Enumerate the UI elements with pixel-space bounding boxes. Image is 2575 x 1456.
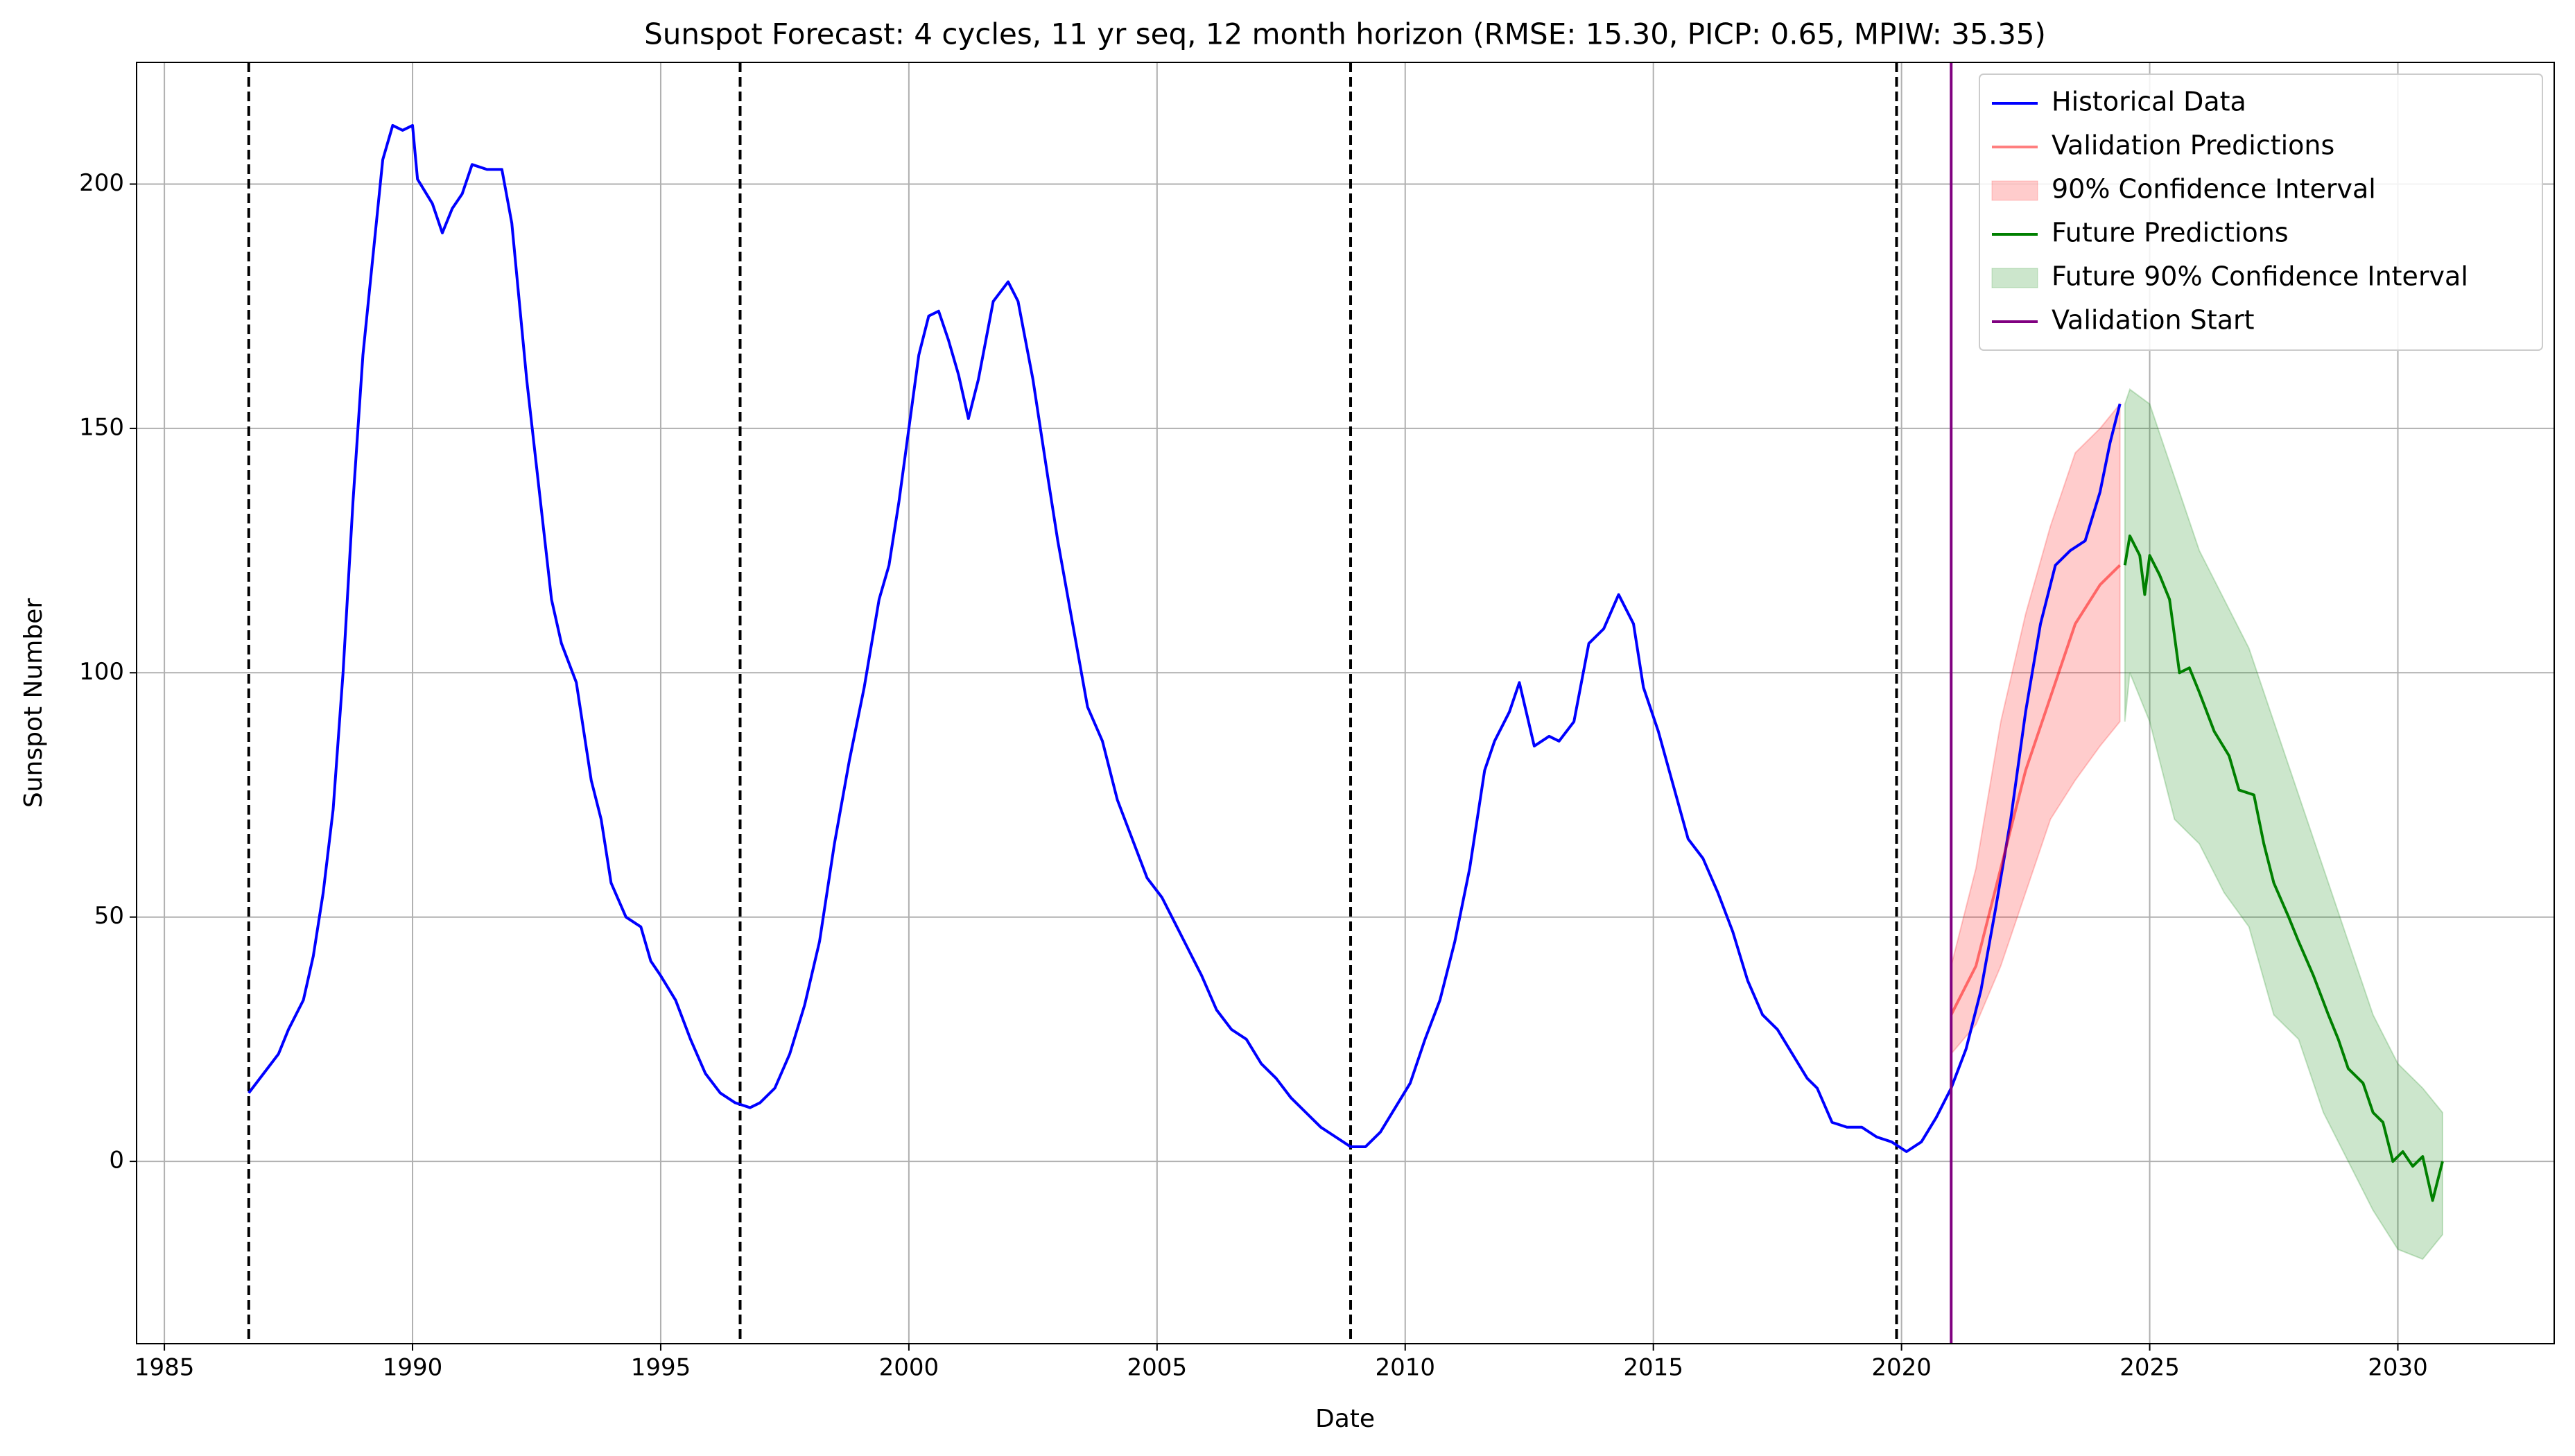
legend: Historical Data Validation Predictions 90%… <box>1979 73 2543 351</box>
legend-swatch <box>1991 268 2038 288</box>
y-tick-label: 150 <box>79 413 124 441</box>
legend-label: Validation Predictions <box>2052 130 2334 161</box>
legend-label: Future Predictions <box>2052 218 2289 248</box>
legend-label: Historical Data <box>2052 87 2246 117</box>
legend-box <box>1979 73 2543 351</box>
y-tick-label: 50 <box>94 902 124 930</box>
x-tick-label: 2005 <box>1127 1354 1188 1382</box>
x-tick-label: 2020 <box>1871 1354 1932 1382</box>
x-tick-label: 2000 <box>879 1354 939 1382</box>
chart-title: Sunspot Forecast: 4 cycles, 11 yr seq, 1… <box>644 17 2046 51</box>
legend-label: 90% Confidence Interval <box>2052 174 2376 205</box>
x-tick-label: 1990 <box>383 1354 443 1382</box>
x-tick-label: 1995 <box>631 1354 691 1382</box>
line <box>1950 564 2122 1016</box>
legend-label: Validation Start <box>2052 305 2255 336</box>
x-tick-label: 2025 <box>2119 1354 2180 1382</box>
y-tick-label: 100 <box>79 658 124 686</box>
y-tick-label: 0 <box>109 1147 124 1175</box>
plot-frame <box>136 62 2555 1344</box>
confidence-band <box>1950 401 2121 1056</box>
line <box>2123 534 2444 1202</box>
legend-swatch <box>1991 180 2038 201</box>
line <box>248 123 2122 1154</box>
x-tick-label: 2010 <box>1375 1354 1435 1382</box>
y-tick-label: 200 <box>79 169 124 197</box>
confidence-band <box>2124 388 2443 1260</box>
x-tick-label: 2015 <box>1623 1354 1683 1382</box>
plot-area <box>247 62 2444 1344</box>
x-tick-label: 1985 <box>135 1354 195 1382</box>
x-tick-label: 2030 <box>2368 1354 2428 1382</box>
x-axis-label: Date <box>1315 1405 1375 1433</box>
legend-label: Future 90% Confidence Interval <box>2052 261 2468 292</box>
y-axis-label: Sunspot Number <box>19 598 48 808</box>
